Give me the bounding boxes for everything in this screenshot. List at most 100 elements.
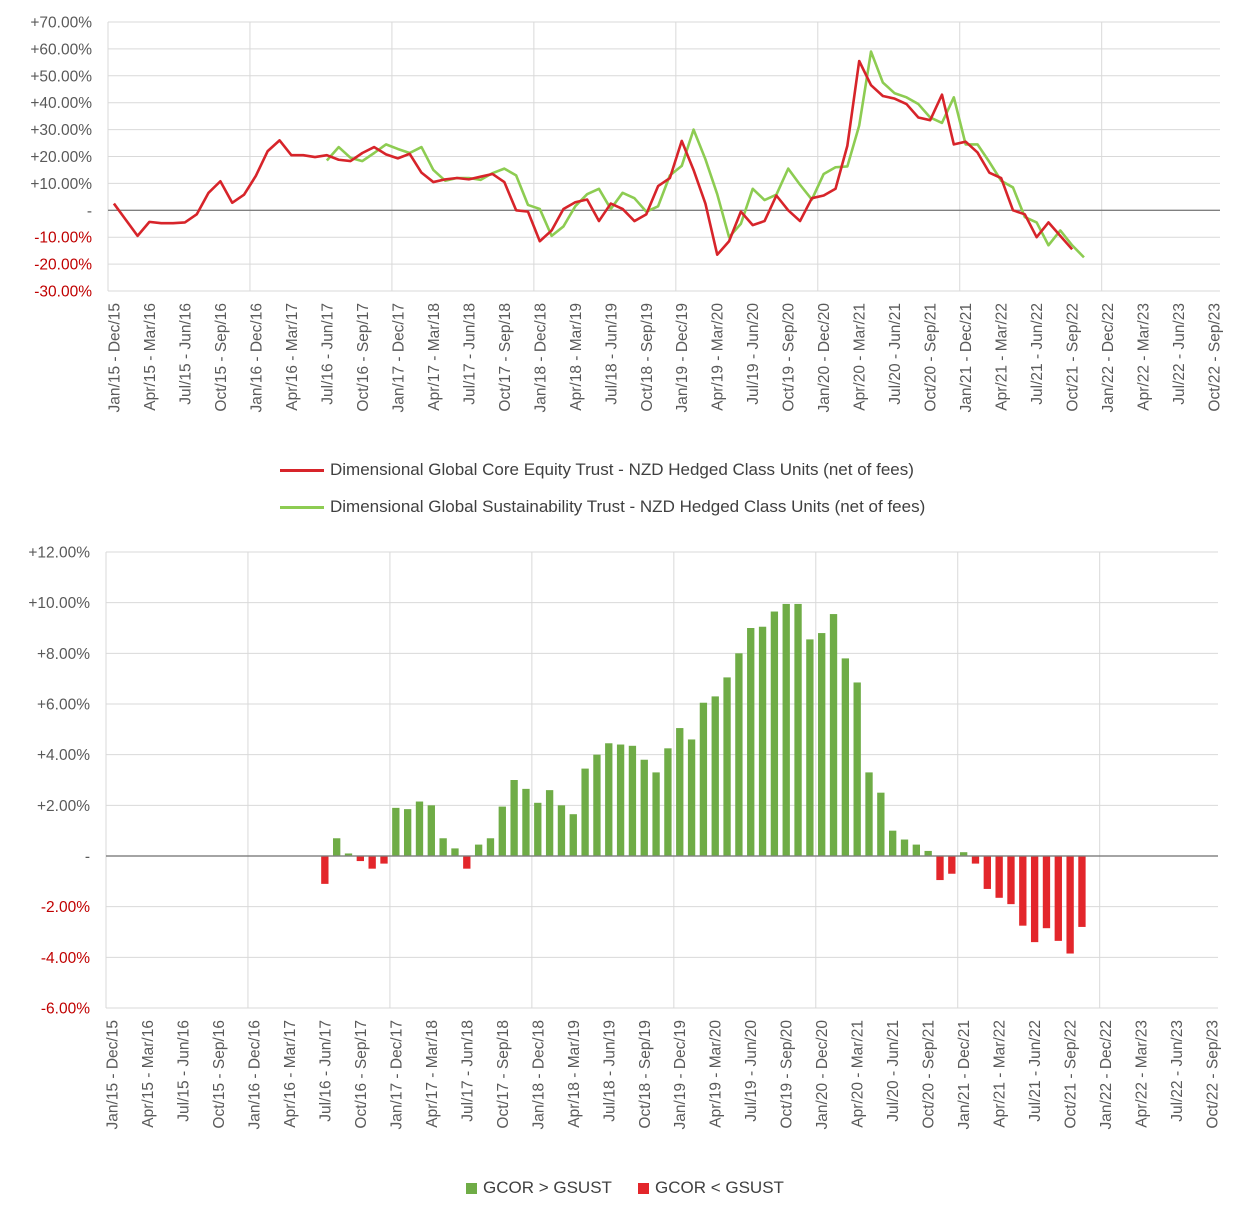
- line-chart-x-tick-label: Jul/18 - Jun/19: [603, 303, 620, 405]
- bar-chart-x-tick-label: Apr/17 - Mar/18: [424, 1020, 441, 1128]
- line-chart-x-tick-label: Jan/19 - Dec/19: [674, 303, 691, 412]
- bar-negative: [321, 856, 329, 884]
- bar-chart-x-tick-label: Oct/20 - Sep/21: [921, 1020, 938, 1129]
- legend-item-gcor-greater: GCOR > GSUST: [466, 1178, 612, 1198]
- bar-chart-x-tick-label: Oct/19 - Sep/20: [779, 1020, 796, 1129]
- line-chart-y-tick-label: +10.00%: [30, 176, 92, 193]
- line-chart-x-tick-label: Apr/15 - Mar/16: [142, 303, 159, 411]
- bar-negative: [1007, 856, 1015, 905]
- bar-chart-x-tick-label: Apr/16 - Mar/17: [282, 1020, 299, 1128]
- line-chart-x-tick-label: Apr/16 - Mar/17: [284, 303, 301, 411]
- bar-chart-y-tick-label: +6.00%: [37, 697, 90, 714]
- line-chart: +70.00% +60.00% +50.00% +40.00% +30.00% +20.0…: [30, 15, 1223, 413]
- line-chart-y-tick-label: +40.00%: [30, 95, 92, 112]
- line-chart-x-tick-label: Apr/17 - Mar/18: [426, 303, 443, 411]
- line-chart-x-tick-label: Oct/15 - Sep/16: [213, 303, 230, 412]
- bar-negative: [1030, 856, 1039, 943]
- bar-positive: [747, 628, 755, 856]
- bar-positive: [770, 611, 779, 856]
- bar-chart-x-tick-label: Jan/21 - Dec/21: [956, 1020, 973, 1129]
- line-chart-y-tick-label: +60.00%: [30, 41, 92, 58]
- bar-positive: [427, 805, 435, 856]
- line-chart-y-tick-label: -: [87, 203, 92, 220]
- line-chart-x-tick-label: Jul/20 - Jun/21: [887, 303, 904, 405]
- bar-negative: [948, 856, 956, 874]
- line-chart-y-tick-label: -20.00%: [34, 257, 92, 274]
- line-chart-x-tick-label: Apr/22 - Mar/23: [1136, 303, 1153, 411]
- bar-positive: [723, 677, 731, 856]
- bar-negative: [971, 856, 980, 864]
- bar-negative: [983, 856, 991, 889]
- bar-positive: [652, 772, 660, 856]
- bar-positive: [853, 682, 861, 856]
- line-chart-x-tick-label: Apr/19 - Mar/20: [710, 303, 727, 411]
- bar-chart-x-tick-label: Oct/22 - Sep/23: [1205, 1020, 1222, 1129]
- bar-positive: [829, 614, 838, 856]
- bar-positive: [912, 844, 920, 856]
- line-chart-x-tick-label: Jul/22 - Jun/23: [1171, 303, 1188, 405]
- bar-positive: [924, 850, 932, 856]
- bar-negative: [356, 856, 364, 862]
- bar-positive: [711, 696, 719, 856]
- bar-negative: [1054, 856, 1062, 941]
- bar-negative: [368, 856, 376, 869]
- bar-negative: [1019, 856, 1027, 926]
- bar-positive: [451, 848, 459, 856]
- series-line-gsust: [325, 50, 1085, 259]
- legend-swatch-gsust: [280, 505, 324, 509]
- bar-chart-y-tick-label: -: [85, 849, 90, 866]
- bar-chart-x-tick-label: Jan/20 - Dec/20: [814, 1020, 831, 1130]
- bar-chart-x-tick-label: Jan/15 - Dec/15: [104, 1020, 121, 1129]
- line-chart-y-tick-label: +20.00%: [30, 149, 92, 166]
- line-chart-y-tick-label: -10.00%: [34, 230, 92, 247]
- bar-positive: [640, 759, 648, 856]
- bar-chart-y-tick-label: +12.00%: [28, 545, 90, 562]
- legend-label-gsust: Dimensional Global Sustainability Trust …: [330, 497, 926, 516]
- legend-swatch-gcor: [280, 468, 324, 472]
- legend-label-gcor: Dimensional Global Core Equity Trust - N…: [330, 460, 914, 479]
- legend-item-gcor-less: GCOR < GSUST: [638, 1178, 784, 1198]
- line-chart-y-tick-label: +30.00%: [30, 122, 92, 139]
- bar-positive: [498, 806, 506, 856]
- bar-chart-y-tick-label: -6.00%: [41, 1001, 90, 1018]
- bar-positive: [806, 639, 814, 856]
- bar-positive: [522, 788, 530, 856]
- line-chart-x-tick-label: Jan/21 - Dec/21: [958, 303, 975, 412]
- bar-positive: [865, 772, 873, 856]
- line-chart-x-tick-label: Oct/18 - Sep/19: [639, 303, 656, 412]
- legend-label-greater: GCOR > GSUST: [483, 1178, 612, 1197]
- bar-chart-x-tick-label: Jan/17 - Dec/17: [388, 1020, 405, 1129]
- bar-chart-x-tick-label: Jan/22 - Dec/22: [1098, 1020, 1115, 1129]
- bar-positive: [392, 807, 400, 856]
- bar-positive: [534, 802, 542, 856]
- legend-swatch-greater: [466, 1182, 477, 1194]
- bar-chart-y-tick-label: +4.00%: [37, 747, 90, 764]
- bar-chart-x-tick-label: Oct/18 - Sep/19: [637, 1020, 654, 1129]
- line-chart-x-tick-label: Jan/16 - Dec/16: [248, 303, 265, 412]
- legend-item-gcor: Dimensional Global Core Equity Trust - N…: [280, 460, 914, 480]
- legend-item-gsust: Dimensional Global Sustainability Trust …: [280, 497, 925, 517]
- bar-positive: [664, 748, 672, 856]
- bar-positive: [605, 743, 613, 856]
- line-chart-x-tick-label: Jan/15 - Dec/15: [106, 303, 123, 412]
- bar-chart-x-tick-label: Oct/21 - Sep/22: [1063, 1020, 1080, 1129]
- bar-chart-x-tick-label: Jan/18 - Dec/18: [530, 1020, 547, 1129]
- bar-positive: [545, 790, 554, 856]
- bar-positive: [415, 801, 424, 856]
- bar-negative: [936, 856, 944, 881]
- line-chart-x-tick-label: Jan/17 - Dec/17: [390, 303, 407, 412]
- bar-chart-y-tick-label: -4.00%: [41, 950, 90, 967]
- bar-positive: [877, 792, 885, 856]
- line-chart-x-tick-label: Oct/16 - Sep/17: [355, 303, 372, 412]
- line-chart-x-tick-label: Jul/19 - Jun/20: [745, 303, 762, 405]
- bar-positive: [794, 603, 802, 856]
- bar-positive: [687, 739, 696, 856]
- line-chart-y-tick-label: +70.00%: [30, 15, 92, 32]
- line-chart-x-tick-label: Oct/20 - Sep/21: [923, 303, 940, 412]
- bar-positive: [333, 838, 341, 856]
- line-chart-x-tick-label: Apr/18 - Mar/19: [568, 303, 585, 411]
- bar-chart-y-tick-label: -2.00%: [41, 899, 90, 916]
- bar-negative: [1078, 856, 1086, 927]
- bar-negative: [380, 856, 388, 864]
- bar-positive: [474, 844, 483, 856]
